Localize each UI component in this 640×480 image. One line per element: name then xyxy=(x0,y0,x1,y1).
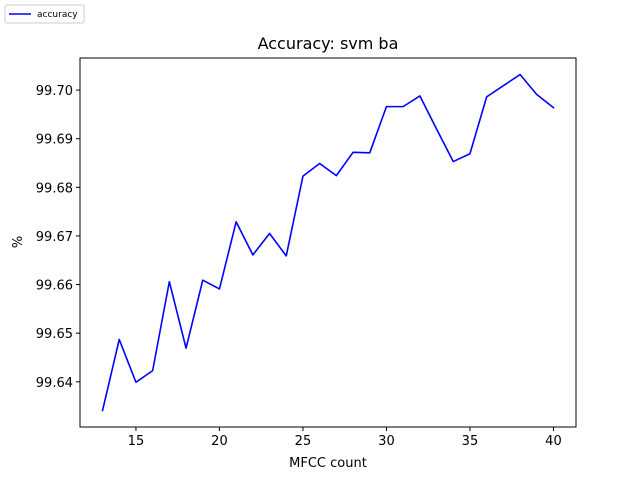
data-point xyxy=(402,106,404,108)
data-point xyxy=(302,175,304,177)
y-tick-label: 99.66 xyxy=(36,279,73,294)
y-axis-label: % xyxy=(11,236,26,248)
x-tick-label: 15 xyxy=(128,434,145,449)
data-point xyxy=(386,106,388,108)
data-point xyxy=(503,85,505,87)
y-tick-label: 99.67 xyxy=(36,230,73,245)
data-point xyxy=(369,152,371,154)
legend: accuracy xyxy=(4,4,85,24)
data-point xyxy=(118,339,120,341)
x-tick-label: 25 xyxy=(295,434,312,449)
series-layer xyxy=(101,73,555,412)
data-point xyxy=(219,288,221,290)
data-point xyxy=(519,74,521,76)
data-point xyxy=(269,233,271,235)
data-point xyxy=(135,381,137,383)
data-point xyxy=(436,128,438,130)
data-point xyxy=(419,95,421,97)
data-point xyxy=(469,153,471,155)
data-point xyxy=(553,107,555,109)
x-tick-label: 20 xyxy=(211,434,228,449)
data-point xyxy=(152,370,154,372)
series-line-accuracy xyxy=(101,73,555,412)
data-point xyxy=(252,254,254,256)
data-point xyxy=(352,152,354,154)
data-point xyxy=(169,281,171,283)
legend-box xyxy=(4,4,85,24)
y-tick-label: 99.65 xyxy=(36,327,73,342)
data-point xyxy=(235,221,237,223)
x-tick-label: 35 xyxy=(462,434,479,449)
x-tick-label: 40 xyxy=(545,434,562,449)
legend-label-accuracy: accuracy xyxy=(37,10,78,20)
data-point xyxy=(185,347,187,349)
x-tick-label: 30 xyxy=(378,434,395,449)
data-point xyxy=(285,255,287,257)
x-axis-label: MFCC count xyxy=(289,456,367,471)
y-tick-label: 99.69 xyxy=(36,133,73,148)
data-point xyxy=(336,175,338,177)
y-tick-label: 99.64 xyxy=(36,376,73,391)
y-tick-label: 99.70 xyxy=(36,84,73,99)
data-point xyxy=(102,410,104,412)
data-point xyxy=(486,96,488,98)
data-point xyxy=(536,94,538,96)
data-point xyxy=(319,163,321,165)
x-axis: 15 20 25 30 35 40 xyxy=(128,427,562,449)
data-point xyxy=(202,279,204,281)
y-tick-label: 99.68 xyxy=(36,181,73,196)
y-axis: 99.64 99.65 99.66 99.67 99.68 99.69 99.70 xyxy=(36,84,80,391)
chart-title: Accuracy: svm ba xyxy=(258,34,399,53)
data-point xyxy=(452,161,454,163)
plot-area xyxy=(79,57,577,428)
